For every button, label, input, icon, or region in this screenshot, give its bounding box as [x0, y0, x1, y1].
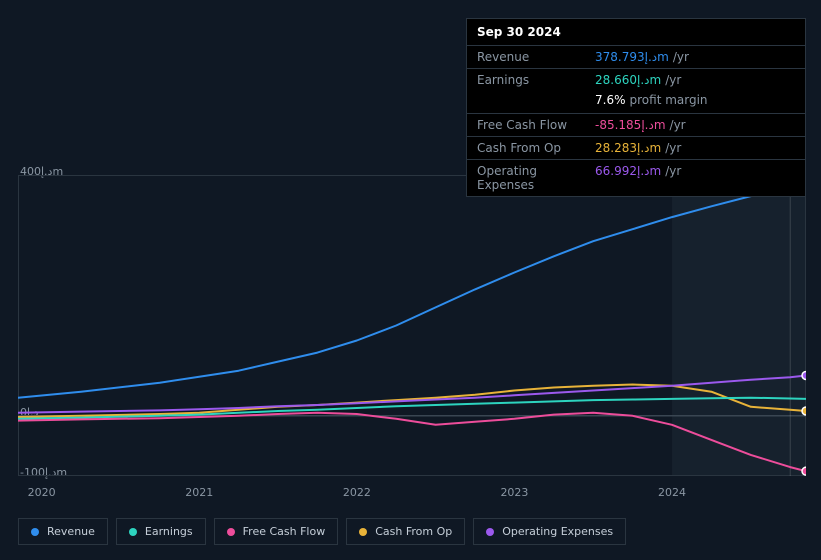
tooltip-sub: 7.6%profit margin — [467, 91, 805, 113]
tooltip-row: Free Cash Flow-85.185د.إm/yr — [467, 113, 805, 136]
tooltip-row-value: 66.992د.إm/yr — [585, 160, 805, 196]
tooltip-date: Sep 30 2024 — [467, 19, 805, 46]
tooltip-row: Cash From Op28.283د.إm/yr — [467, 136, 805, 159]
chart-legend: Revenue Earnings Free Cash Flow Cash From O… — [18, 518, 626, 545]
tooltip-row-value: 378.793د.إm/yr — [585, 46, 805, 68]
legend-item-operating_expenses[interactable]: Operating Expenses — [473, 518, 626, 545]
legend-label: Free Cash Flow — [243, 525, 326, 538]
x-axis-label: 2023 — [500, 486, 528, 499]
tooltip-row: Operating Expenses66.992د.إm/yr — [467, 159, 805, 196]
legend-label: Earnings — [145, 525, 193, 538]
x-axis-label: 2021 — [185, 486, 213, 499]
x-axis-label: 2024 — [658, 486, 686, 499]
tooltip-row-label: Operating Expenses — [467, 160, 585, 196]
legend-item-earnings[interactable]: Earnings — [116, 518, 206, 545]
tooltip-row-label: Earnings — [467, 69, 585, 91]
line-chart[interactable] — [18, 175, 806, 476]
legend-label: Cash From Op — [375, 525, 452, 538]
legend-label: Operating Expenses — [502, 525, 613, 538]
legend-dot-icon — [486, 528, 494, 536]
x-axis-label: 2020 — [28, 486, 56, 499]
tooltip-row-value: 28.283د.إm/yr — [585, 137, 805, 159]
x-axis-label: 2022 — [343, 486, 371, 499]
legend-item-cash_from_op[interactable]: Cash From Op — [346, 518, 465, 545]
legend-dot-icon — [227, 528, 235, 536]
legend-item-free_cash_flow[interactable]: Free Cash Flow — [214, 518, 339, 545]
chart-container: Sep 30 2024 Revenue378.793د.إm/yrEarning… — [0, 0, 821, 560]
legend-item-revenue[interactable]: Revenue — [18, 518, 108, 545]
legend-label: Revenue — [47, 525, 95, 538]
chart-tooltip: Sep 30 2024 Revenue378.793د.إm/yrEarning… — [466, 18, 806, 197]
tooltip-row-value: 28.660د.إm/yr — [585, 69, 805, 91]
tooltip-row-label: Cash From Op — [467, 137, 585, 159]
legend-dot-icon — [359, 528, 367, 536]
tooltip-row-label: Revenue — [467, 46, 585, 68]
legend-dot-icon — [31, 528, 39, 536]
tooltip-row-label: Free Cash Flow — [467, 114, 585, 136]
legend-dot-icon — [129, 528, 137, 536]
tooltip-row: Earnings28.660د.إm/yr — [467, 68, 805, 91]
tooltip-row: Revenue378.793د.إm/yr — [467, 46, 805, 68]
tooltip-row-value: -85.185د.إm/yr — [585, 114, 805, 136]
